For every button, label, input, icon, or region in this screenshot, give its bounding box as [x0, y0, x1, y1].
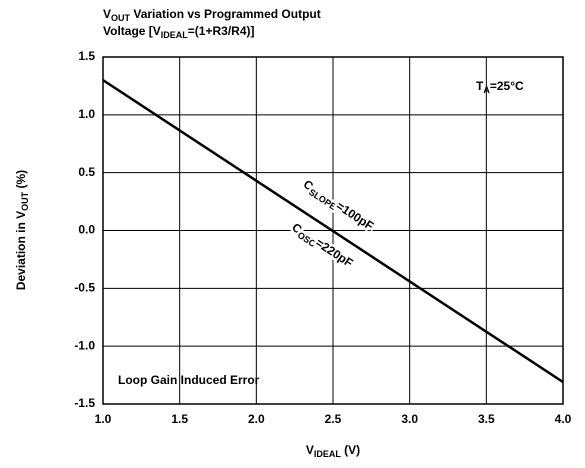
chart-title: Voltage [VIDEAL=(1+R3/R4)] [103, 24, 255, 40]
chart-title-part: IDEAL [161, 30, 189, 40]
annotation-part: =25°C [490, 79, 524, 93]
y-axis-label-part: OUT [20, 191, 30, 211]
y-tick-label: 1.0 [78, 107, 95, 121]
y-tick-label: 0.5 [78, 165, 95, 179]
x-tick-label: 1.0 [95, 412, 112, 426]
annotation: COSC=220pF [288, 220, 355, 272]
x-tick-label: 4.0 [555, 412, 572, 426]
x-axis-label-part: (V) [341, 443, 360, 457]
x-tick-label: 1.5 [171, 412, 188, 426]
y-axis-label-part: Deviation in V [14, 211, 28, 290]
chart-title-part: Variation vs Programmed Output [130, 7, 321, 21]
y-axis-label-part: (%) [14, 170, 28, 192]
x-axis-label-part: IDEAL [314, 449, 342, 459]
annotation-part: A [483, 85, 490, 95]
annotation: CSLOPE=100pF [300, 177, 377, 235]
x-tick-label: 3.0 [401, 412, 418, 426]
annotation: TA=25°C [476, 79, 524, 95]
y-tick-label: 0.0 [78, 223, 95, 237]
data-line [102, 79, 564, 384]
chart-title-part: V [103, 7, 111, 21]
chart-title-part: OUT [111, 13, 131, 23]
annotation-part: T [476, 79, 484, 93]
chart-title: VOUT Variation vs Programmed Output [103, 7, 321, 23]
y-tick-label: 1.5 [78, 49, 95, 63]
x-tick-label: 2.0 [248, 412, 265, 426]
y-tick-label: -0.5 [74, 281, 95, 295]
x-tick-label: 2.5 [325, 412, 342, 426]
y-tick-label: -1.0 [74, 338, 95, 352]
annotation-part: Loop Gain Induced Error [118, 373, 260, 387]
chart-title-part: Voltage [V [103, 24, 161, 38]
x-axis-label-part: V [306, 443, 314, 457]
x-axis-label: VIDEAL (V) [306, 443, 360, 459]
y-axis-label: Deviation in VOUT (%) [14, 170, 30, 290]
annotation: Loop Gain Induced Error [118, 373, 260, 387]
x-tick-label: 3.5 [478, 412, 495, 426]
annotation-part: =100pF [334, 199, 377, 234]
y-tick-label: -1.5 [74, 396, 95, 410]
chart-title-part: =(1+R3/R4)] [188, 24, 255, 38]
